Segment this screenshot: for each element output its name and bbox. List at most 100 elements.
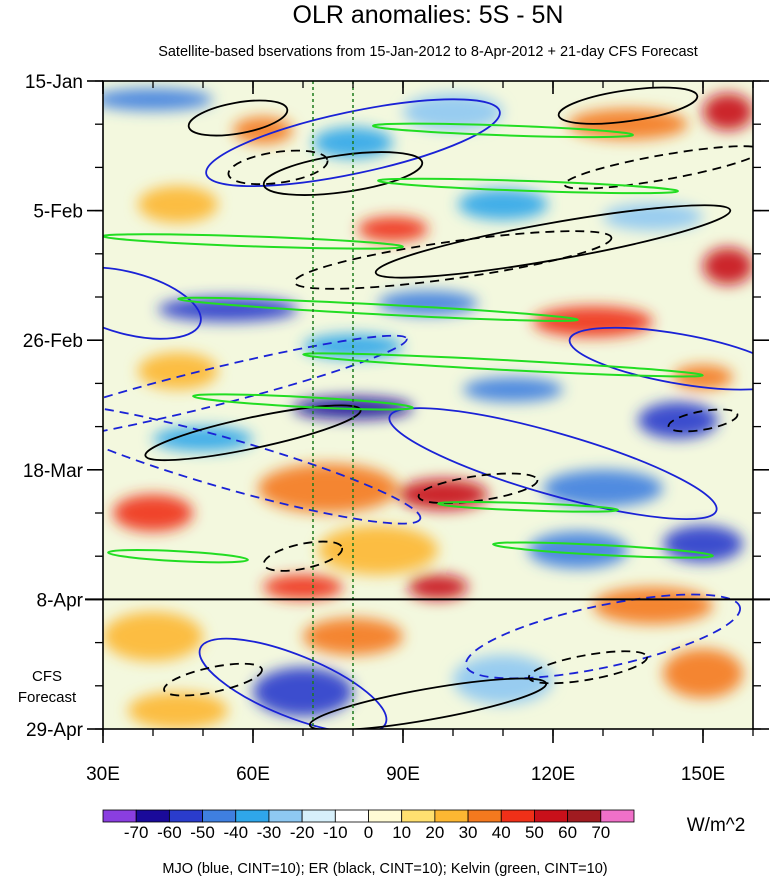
colorbar-swatch (334, 809, 369, 823)
mjo-contour-1 (103, 402, 422, 525)
y-axis: 15-Jan 5-Feb 26-Feb 18-Mar 8-Apr 29-Apr (23, 72, 769, 741)
er-contour-19 (262, 540, 344, 572)
anomaly-blob-28 (263, 574, 343, 600)
anomaly-blob-8 (458, 189, 548, 220)
forecast-label: CFS Forecast (18, 668, 77, 706)
er-contour-15 (293, 230, 613, 290)
colorbar-swatch (102, 809, 137, 823)
y-tick-label: 8-Apr (37, 590, 84, 611)
x-tick-label: 120E (531, 764, 575, 785)
forecast-label-line-1: CFS (32, 668, 62, 685)
x-tick-label: 150E (681, 764, 725, 785)
anomaly-blob-15 (138, 352, 218, 390)
y-tick-label: 29-Apr (26, 720, 84, 741)
forecast-label-line-2: Forecast (18, 689, 77, 706)
colorbar-unit: W/m^2 (687, 815, 746, 836)
er-contour-18 (527, 650, 649, 685)
colorbar-swatch (202, 809, 237, 823)
mjo-contour-7 (568, 326, 753, 391)
colorbar-label: -70 (124, 823, 149, 842)
colorbar-label: 10 (392, 823, 411, 842)
er-contour-8 (187, 99, 289, 137)
colorbar-swatch (567, 809, 602, 823)
x-tick-label: 30E (86, 764, 120, 785)
colorbar-swatch (268, 809, 303, 823)
anomaly-blob-27 (663, 525, 743, 563)
colorbar-swatch (534, 809, 569, 823)
er-contour-20 (667, 408, 739, 433)
colorbar-label: 30 (459, 823, 478, 842)
mjo-contour-5 (103, 266, 202, 340)
mjo-contour-2 (205, 98, 501, 188)
anomaly-blob-20 (153, 426, 253, 452)
colorbar-label: -20 (290, 823, 315, 842)
x-tick-label: 90E (386, 764, 420, 785)
kelvin-contour-28 (107, 549, 249, 564)
colorbar-label: -40 (223, 823, 248, 842)
kelvin-contour-30 (437, 500, 619, 513)
x-axis: 30E 60E 90E 120E 150E (86, 81, 754, 785)
anomaly-blob-17 (463, 377, 563, 402)
reference-longitude-lines (312, 81, 354, 729)
anomaly-blob-25 (318, 525, 438, 575)
anomaly-blob-6 (138, 185, 218, 223)
anomaly-blob-24 (113, 494, 193, 532)
x-tick-label: 60E (236, 764, 270, 785)
anomaly-blob-12 (378, 290, 478, 316)
anomaly-blob-21 (258, 463, 398, 513)
anomaly-blob-13 (533, 306, 653, 338)
anomaly-blob-19 (673, 364, 733, 390)
plot-area (85, 80, 770, 730)
colorbar-label: -50 (190, 823, 215, 842)
colorbar: -70 -60 -50 -40 -30 -20 -10 0 10 20 30 40 50 60 70 (102, 809, 635, 842)
colorbar-label: -10 (323, 823, 348, 842)
mjo-contour-3 (198, 637, 388, 729)
er-contour-9 (557, 86, 699, 125)
colorbar-swatch (135, 809, 170, 823)
kelvin-contour-24 (177, 296, 579, 322)
anomaly-blob-35 (663, 648, 743, 699)
colorbar-swatch (368, 809, 403, 823)
mjo-contour-4 (465, 593, 741, 680)
colorbar-swatch (500, 809, 535, 823)
y-tick-label: 5-Feb (33, 202, 83, 223)
colorbar-swatch (401, 809, 436, 823)
colorbar-swatch (467, 809, 502, 823)
anomaly-blob-31 (103, 611, 203, 662)
kelvin-contour-23 (377, 177, 679, 195)
kelvin-contour-29 (492, 541, 714, 559)
colorbar-label: 70 (591, 823, 610, 842)
anomaly-blob-7 (358, 216, 428, 242)
colorbar-label: -60 (157, 823, 182, 842)
anomaly-blob-3 (403, 93, 503, 131)
er-contour-10 (262, 151, 424, 196)
colorbar-label: 0 (364, 823, 373, 842)
anomaly-blob-33 (253, 667, 353, 717)
colorbar-label: 20 (425, 823, 444, 842)
anomaly-field-layer (103, 81, 753, 729)
anomaly-blob-1 (233, 116, 293, 144)
y-tick-label: 18-Mar (23, 461, 84, 482)
anomaly-blob-26 (528, 531, 628, 569)
mjo-contour-0 (103, 334, 408, 445)
chart-subtitle: Satellite-based bservations from 15-Jan-… (158, 44, 698, 60)
colorbar-swatch (434, 809, 469, 823)
olr-anomaly-shading (103, 88, 753, 729)
colorbar-swatch (168, 809, 203, 823)
anomaly-blob-36 (128, 691, 228, 729)
anomaly-blob-18 (638, 401, 718, 439)
overlay-legend-caption: MJO (blue, CINT=10); ER (black, CINT=10)… (162, 861, 607, 877)
y-tick-label: 15-Jan (25, 72, 83, 93)
colorbar-label: 60 (558, 823, 577, 842)
anomaly-blob-10 (703, 247, 753, 285)
mjo-contour-6 (388, 407, 718, 520)
anomaly-blob-9 (603, 203, 703, 231)
y-tick-label: 26-Feb (23, 331, 83, 352)
colorbar-label: -30 (257, 823, 282, 842)
kelvin-contour-25 (302, 352, 704, 378)
colorbar-swatch (235, 809, 270, 823)
colorbar-label: 50 (525, 823, 544, 842)
colorbar-swatch (301, 809, 336, 823)
wave-contour-layer (103, 86, 753, 729)
